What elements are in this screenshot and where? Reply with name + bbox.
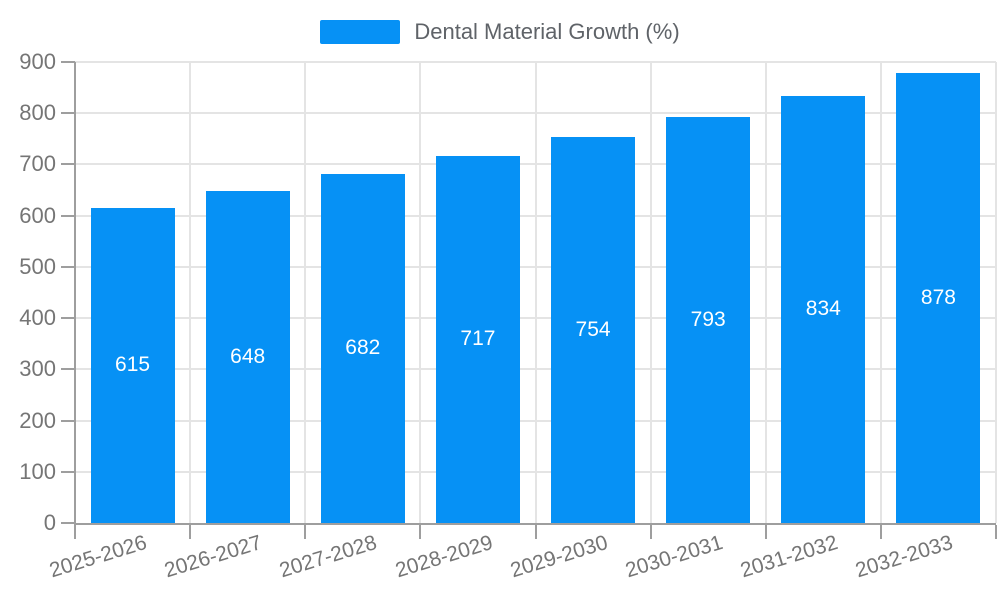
y-axis-tick-label: 0 (43, 510, 56, 535)
x-axis-label: 2029-2030 (507, 530, 611, 583)
bar-2029-2030[interactable] (551, 136, 636, 523)
x-axis-label: 2025-2026 (46, 530, 150, 583)
x-axis-tick (649, 525, 652, 539)
v-gridline (534, 62, 537, 523)
bar-value-label: 648 (230, 345, 266, 369)
y-axis-tick (61, 265, 75, 268)
y-axis-tick-label: 100 (19, 458, 56, 484)
y-axis-tick (61, 214, 75, 217)
x-axis-tick (879, 525, 882, 539)
y-axis-line (74, 62, 76, 525)
bar-2030-2031[interactable] (666, 116, 751, 523)
y-axis-tick (61, 317, 75, 320)
y-axis-tick (61, 112, 75, 115)
bar-2025-2026[interactable] (90, 207, 175, 523)
bar-value-label: 754 (575, 317, 611, 341)
x-axis-tick (304, 525, 307, 539)
y-axis-tick-label: 700 (19, 151, 56, 177)
bar-2027-2028[interactable] (320, 173, 405, 523)
chart-legend[interactable]: Dental Material Growth (%) (0, 18, 1000, 45)
y-axis-tick-label: 800 (19, 100, 56, 126)
bar-value-label: 615 (115, 353, 151, 377)
bar-value-label: 717 (460, 327, 496, 351)
x-axis-tick (189, 525, 192, 539)
y-axis-tick-label: 500 (19, 253, 56, 279)
y-axis-tick (61, 368, 75, 371)
x-axis-tick (534, 525, 537, 539)
y-axis-tick-label: 300 (19, 356, 56, 382)
y-axis-tick (61, 470, 75, 473)
y-axis-tick (61, 419, 75, 422)
v-gridline (879, 62, 882, 523)
v-gridline (649, 62, 652, 523)
y-axis-tick-label: 200 (19, 407, 56, 433)
legend-swatch (320, 19, 401, 44)
v-gridline (304, 62, 307, 523)
v-gridline (764, 62, 767, 523)
x-axis-label: 2028-2029 (392, 530, 495, 583)
legend-label: Dental Material Growth (%) (414, 19, 680, 44)
bar-2031-2032[interactable] (781, 95, 866, 523)
x-axis-tick (419, 525, 422, 539)
v-gridline (419, 62, 422, 523)
x-axis-label: 2031-2032 (737, 530, 841, 583)
y-axis-tick-label: 600 (19, 202, 56, 228)
x-axis-tick (74, 525, 76, 539)
v-gridline (189, 62, 192, 523)
y-axis-tick (61, 522, 75, 524)
bar-2028-2029[interactable] (435, 155, 520, 523)
x-axis-line (74, 523, 996, 525)
x-axis-label: 2032-2033 (852, 530, 956, 583)
bar-value-label: 878 (920, 286, 956, 310)
x-axis-label: 2030-2031 (622, 530, 726, 583)
v-gridline (995, 62, 997, 523)
bar-value-label: 682 (345, 336, 381, 360)
y-axis-tick (61, 163, 75, 166)
x-axis-tick (764, 525, 767, 539)
bar-value-label: 834 (805, 297, 841, 321)
x-axis-tick (995, 525, 997, 539)
bar-2026-2027[interactable] (205, 191, 290, 523)
x-axis-label: 2026-2027 (161, 530, 265, 583)
x-axis-label: 2027-2028 (277, 530, 380, 583)
y-axis-tick-label: 400 (19, 305, 56, 331)
bar-2032-2033[interactable] (896, 73, 981, 523)
y-axis-tick-label: 900 (19, 49, 56, 74)
bar-value-label: 793 (690, 307, 726, 331)
y-axis-tick (61, 61, 75, 63)
